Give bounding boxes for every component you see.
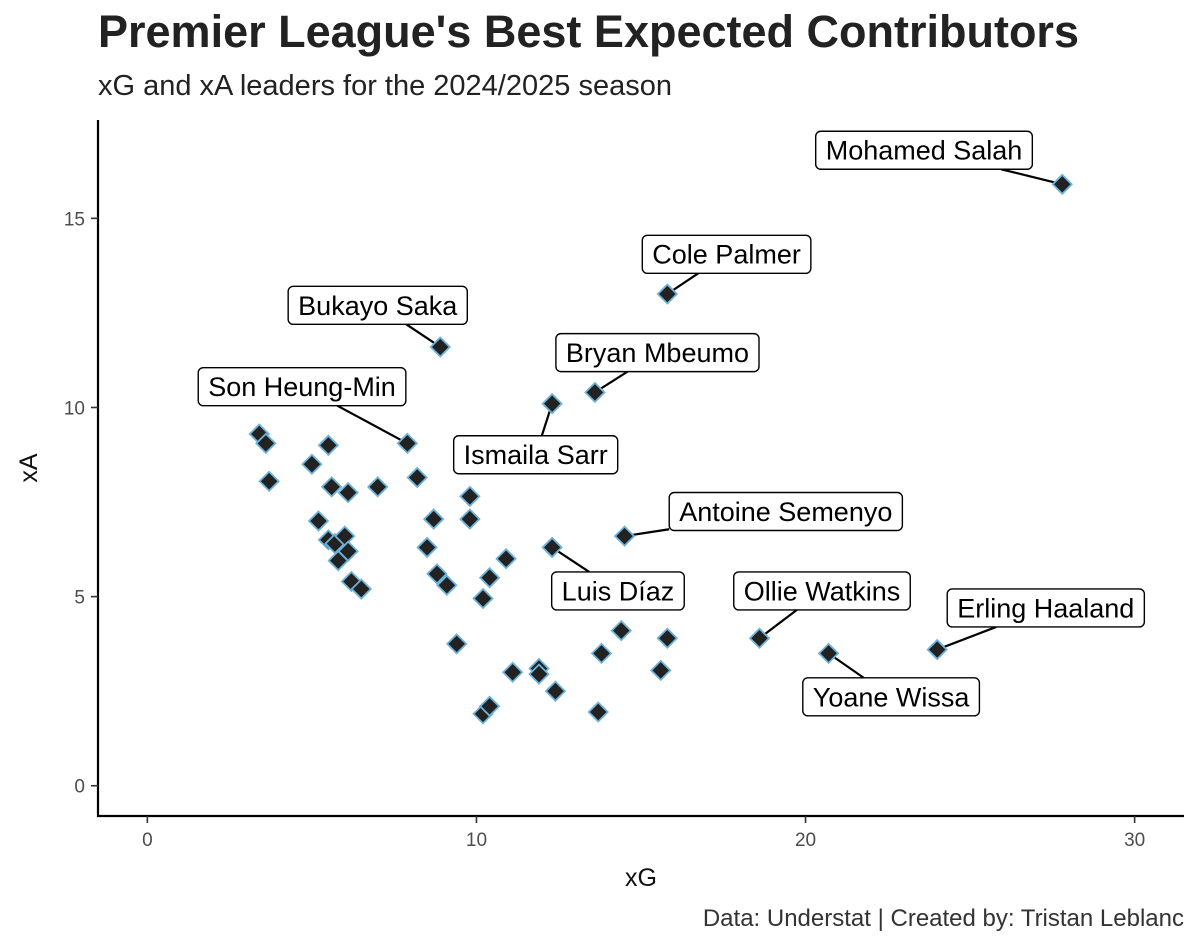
chart-title: Premier League's Best Expected Contribut… xyxy=(98,6,1079,57)
chart-subtitle: xG and xA leaders for the 2024/2025 seas… xyxy=(98,70,672,102)
data-point xyxy=(656,283,679,305)
data-point xyxy=(327,549,350,572)
leader-line xyxy=(936,625,997,651)
y-axis-label: xA xyxy=(15,453,43,483)
label-text: Son Heung-Min xyxy=(208,372,396,402)
x-tick-label: 20 xyxy=(795,830,816,851)
player-label: Bryan Mbeumo xyxy=(555,332,760,373)
label-box xyxy=(550,571,685,611)
x-tick-label: 30 xyxy=(1124,830,1145,851)
label-text: Yoane Wissa xyxy=(813,682,971,712)
label-box xyxy=(287,285,468,326)
player-label: Cole Palmer xyxy=(641,234,812,274)
data-point xyxy=(317,434,340,457)
player-label: Ismaila Sarr xyxy=(452,435,619,475)
label-text: Ismaila Sarr xyxy=(464,440,608,470)
label-box xyxy=(197,366,407,407)
data-point xyxy=(416,536,438,559)
label-box xyxy=(815,130,1034,170)
data-point xyxy=(587,701,609,723)
label-box xyxy=(802,677,981,717)
y-tick-label: 0 xyxy=(74,777,85,798)
data-points xyxy=(248,173,1074,725)
label-box xyxy=(555,332,760,373)
data-point xyxy=(255,432,277,455)
leader-line xyxy=(1000,168,1063,186)
label-box xyxy=(668,491,904,532)
data-point xyxy=(436,574,458,597)
data-point xyxy=(320,476,343,498)
data-point xyxy=(541,536,563,559)
label-text: Mohamed Salah xyxy=(826,136,1023,166)
data-point xyxy=(610,619,633,642)
leader-line xyxy=(758,609,798,640)
data-point xyxy=(501,661,524,684)
player-label: Antoine Semenyo xyxy=(668,491,904,532)
data-point xyxy=(337,481,359,504)
player-labels: Mohamed Salah Cole Palmer Bukayo Saka Bryan… xyxy=(197,130,1146,717)
player-label: Mohamed Salah xyxy=(815,130,1034,170)
label-box xyxy=(946,588,1146,628)
data-point xyxy=(472,587,494,610)
data-point xyxy=(656,627,679,649)
label-text: Bukayo Saka xyxy=(298,291,458,321)
data-point xyxy=(495,548,517,570)
x-tick-label: 10 xyxy=(466,830,487,851)
data-point xyxy=(748,627,771,649)
label-text: Cole Palmer xyxy=(652,240,801,270)
data-point xyxy=(478,695,501,718)
data-point xyxy=(926,638,948,661)
data-point xyxy=(301,453,323,475)
player-label: Yoane Wissa xyxy=(802,677,981,717)
data-point xyxy=(307,510,330,532)
player-label: Bukayo Saka xyxy=(287,285,468,326)
data-point xyxy=(459,508,481,530)
y-tick-label: 15 xyxy=(64,209,85,230)
data-point xyxy=(426,563,448,585)
y-tick-label: 10 xyxy=(64,398,85,419)
data-point xyxy=(429,336,452,358)
data-point xyxy=(258,470,280,493)
data-point xyxy=(366,476,389,498)
data-point xyxy=(817,642,840,665)
data-point xyxy=(528,663,550,685)
player-label: Son Heung-Min xyxy=(197,366,407,407)
x-axis-label: xG xyxy=(625,864,657,892)
data-point xyxy=(584,381,606,404)
label-text: Antoine Semenyo xyxy=(679,497,892,527)
label-box xyxy=(452,435,619,475)
player-label: Ollie Watkins xyxy=(733,571,911,611)
data-point xyxy=(445,633,468,655)
data-point xyxy=(590,642,613,665)
x-tick-label: 0 xyxy=(142,830,153,851)
data-point xyxy=(422,508,445,530)
player-label: Luis Díaz xyxy=(550,571,685,611)
data-point xyxy=(396,432,419,455)
label-box xyxy=(641,234,812,274)
label-text: Luis Díaz xyxy=(562,576,675,606)
y-tick-label: 5 xyxy=(74,588,85,609)
data-point xyxy=(350,578,373,600)
label-box xyxy=(733,571,911,611)
label-text: Ollie Watkins xyxy=(744,576,901,606)
data-point xyxy=(459,485,481,508)
data-point xyxy=(478,566,501,589)
data-point xyxy=(406,466,428,489)
leader-line xyxy=(336,404,408,445)
chart-caption: Data: Understat | Created by: Tristan Le… xyxy=(702,905,1184,932)
data-point xyxy=(1051,173,1074,196)
player-label: Erling Haaland xyxy=(946,588,1146,628)
data-point xyxy=(544,680,567,702)
label-text: Erling Haaland xyxy=(957,593,1134,623)
axes: 0 10 20 30 0 5 10 15 xyxy=(64,120,1184,851)
label-text: Bryan Mbeumo xyxy=(566,338,749,368)
data-point xyxy=(541,392,563,415)
data-point xyxy=(649,659,672,682)
data-point xyxy=(613,525,636,547)
